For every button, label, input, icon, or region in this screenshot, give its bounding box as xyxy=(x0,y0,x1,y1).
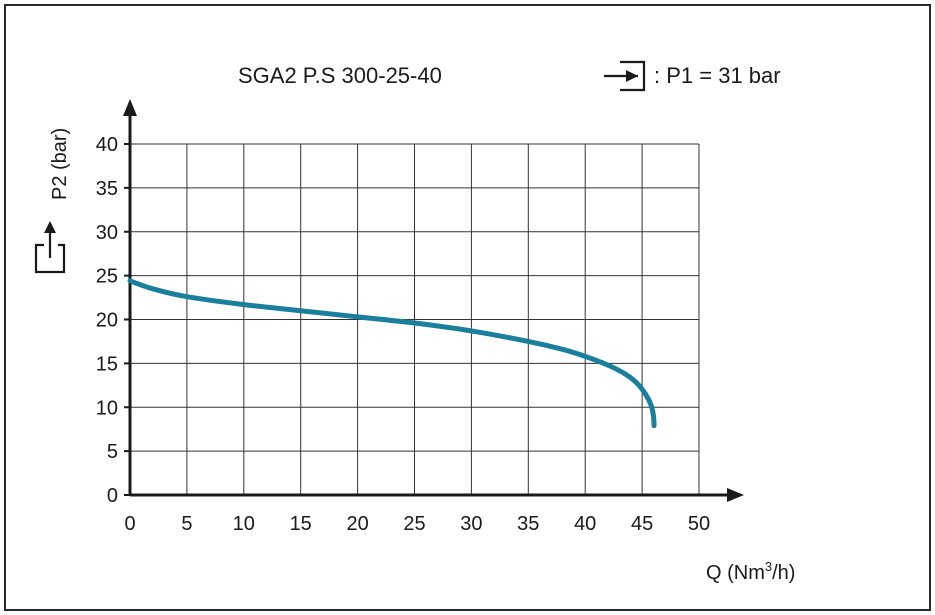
x-tick-label: 25 xyxy=(403,513,425,535)
y-tick-label: 35 xyxy=(96,178,118,200)
inlet-pressure-label: : P1 = 31 bar xyxy=(654,63,781,88)
x-tick-label: 35 xyxy=(517,513,539,535)
x-tick-label: 45 xyxy=(631,513,653,535)
y-tick-label: 25 xyxy=(96,266,118,288)
x-tick-label: 50 xyxy=(688,513,710,535)
x-axis-label-main: Q (Nm xyxy=(706,562,765,584)
y-tick-labels: 0 5 10 15 20 25 30 35 40 xyxy=(96,134,130,507)
series-line xyxy=(127,278,657,429)
chart-series xyxy=(127,278,657,429)
x-tick-label: 30 xyxy=(460,513,482,535)
x-tick-label: 40 xyxy=(574,513,596,535)
x-axis-label-sup: 3 xyxy=(765,559,772,574)
x-tick-labels: 0 5 10 15 20 25 30 35 40 45 50 xyxy=(124,513,710,535)
y-tick-label: 30 xyxy=(96,222,118,244)
y-axis-label: P2 (bar) xyxy=(49,128,71,200)
inlet-arrow-icon xyxy=(604,60,646,92)
outlet-arrow-icon xyxy=(34,221,66,274)
x-tick-label: 5 xyxy=(181,513,192,535)
y-tick-label: 0 xyxy=(107,485,118,507)
chart-axes xyxy=(123,99,744,502)
chart-frame xyxy=(4,4,931,611)
x-tick-label: 10 xyxy=(233,513,255,535)
x-tick-label: 0 xyxy=(124,513,135,535)
x-tick-label: 20 xyxy=(346,513,368,535)
y-tick-label: 15 xyxy=(96,353,118,375)
x-tick-label: 15 xyxy=(290,513,312,535)
y-axis-label-group: P2 (bar) xyxy=(49,128,71,200)
x-axis-label-end: /h) xyxy=(772,562,795,584)
y-tick-label: 40 xyxy=(96,134,118,156)
y-tick-label: 5 xyxy=(107,441,118,463)
x-axis-label: Q (Nm3/h) xyxy=(706,559,795,584)
chart-title: SGA2 P.S 300-25-40 xyxy=(238,63,442,88)
y-tick-label: 10 xyxy=(96,397,118,419)
y-tick-label: 20 xyxy=(96,310,118,332)
chart-grid xyxy=(130,143,700,495)
